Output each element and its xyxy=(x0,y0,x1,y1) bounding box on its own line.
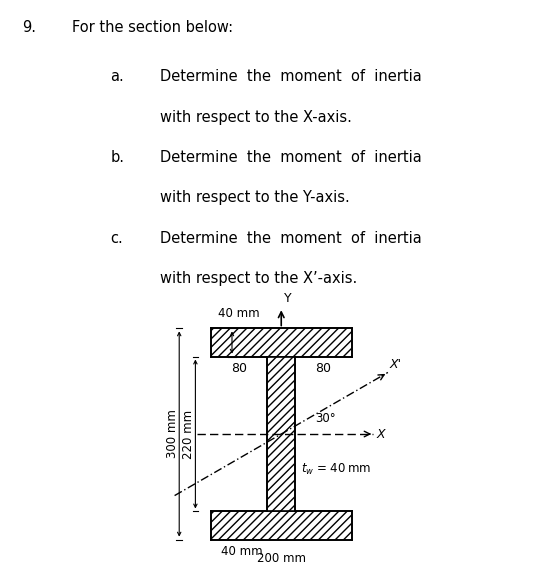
Text: with respect to the X-axis.: with respect to the X-axis. xyxy=(160,110,352,125)
Text: 80: 80 xyxy=(316,362,332,374)
Text: 30°: 30° xyxy=(315,412,336,425)
Text: Determine  the  moment  of  inertia: Determine the moment of inertia xyxy=(160,150,422,165)
Bar xyxy=(267,357,295,511)
Text: 80: 80 xyxy=(231,362,247,374)
Bar xyxy=(211,511,352,539)
Text: 200 mm: 200 mm xyxy=(257,552,306,565)
Text: Y: Y xyxy=(284,292,291,305)
Text: 40 mm: 40 mm xyxy=(222,545,263,558)
Text: with respect to the X’-axis.: with respect to the X’-axis. xyxy=(160,271,357,286)
Bar xyxy=(211,328,352,357)
Text: Determine  the  moment  of  inertia: Determine the moment of inertia xyxy=(160,69,422,84)
Text: $t_w$ = 40 mm: $t_w$ = 40 mm xyxy=(301,462,371,477)
Text: 300 mm: 300 mm xyxy=(166,410,179,459)
Text: X': X' xyxy=(390,358,402,371)
Text: 40 mm: 40 mm xyxy=(218,307,260,320)
Text: Determine  the  moment  of  inertia: Determine the moment of inertia xyxy=(160,231,422,246)
Text: a.: a. xyxy=(110,69,124,84)
Text: 9.: 9. xyxy=(22,20,36,35)
Text: c.: c. xyxy=(110,231,123,246)
Text: with respect to the Y-axis.: with respect to the Y-axis. xyxy=(160,190,349,205)
Text: For the section below:: For the section below: xyxy=(72,20,233,35)
Text: X: X xyxy=(377,428,386,440)
Text: b.: b. xyxy=(110,150,124,165)
Text: 220 mm: 220 mm xyxy=(182,410,196,459)
